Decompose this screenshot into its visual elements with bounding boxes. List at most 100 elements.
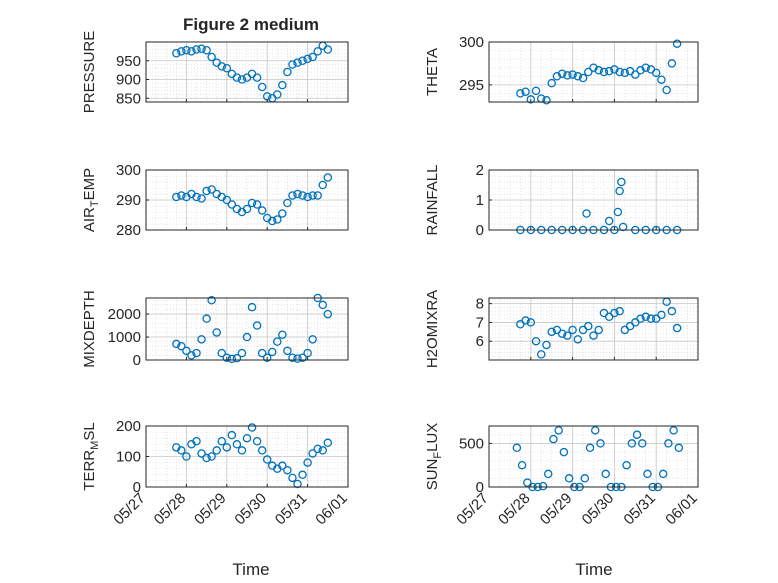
data-point: [538, 481, 548, 491]
data-point: [252, 321, 262, 330]
data-point: [646, 314, 656, 323]
data-point: [187, 351, 196, 360]
data-point: [521, 316, 530, 325]
data-point: [641, 63, 651, 72]
y-tick-label: 0: [133, 479, 141, 496]
data-point: [613, 207, 623, 217]
data-point: [207, 52, 216, 62]
data-point: [323, 309, 333, 319]
data-point: [232, 353, 242, 363]
data-point: [559, 447, 569, 457]
data-point: [247, 423, 257, 432]
data-point: [672, 323, 682, 333]
data-point: [283, 465, 292, 475]
data-point: [207, 185, 216, 194]
data-point: [674, 443, 684, 453]
ylabel: SUNFLUX: [424, 423, 444, 491]
data-point: [197, 194, 206, 203]
data-point: [222, 195, 232, 205]
data-point: [197, 335, 206, 344]
data-point: [323, 438, 333, 448]
data-point: [192, 45, 201, 54]
data-point: [589, 331, 598, 340]
data-point: [601, 469, 610, 479]
data-point: [632, 430, 642, 439]
data-point: [232, 73, 242, 82]
data-point: [662, 85, 671, 95]
data-point: [273, 337, 282, 346]
data-point: [257, 206, 267, 215]
data-point: [232, 440, 242, 449]
data-point: [664, 439, 673, 448]
data-point: [237, 75, 247, 84]
data-point: [197, 449, 206, 458]
data-point: [222, 64, 232, 73]
data-point: [542, 340, 551, 350]
data-point: [590, 426, 600, 435]
data-point: [247, 198, 257, 208]
data-point: [192, 348, 201, 358]
data-point: [596, 439, 605, 448]
ylabel: TERRMSL: [81, 422, 101, 490]
data-point: [267, 216, 277, 226]
xlabel-right: Time: [575, 560, 612, 579]
data-point: [217, 436, 226, 446]
data-point: [177, 191, 186, 200]
data-point: [273, 215, 282, 224]
ylabel: THETA: [424, 48, 441, 96]
y-tick-label: 900: [116, 72, 141, 89]
data-point: [267, 347, 277, 357]
data-point: [298, 191, 307, 200]
data-point: [552, 72, 562, 81]
data-point: [638, 439, 647, 448]
data-point: [318, 180, 327, 190]
data-point: [227, 200, 237, 209]
data-point: [657, 75, 666, 84]
data-point: [293, 479, 302, 489]
data-point: [313, 47, 322, 56]
data-point: [627, 439, 637, 448]
data-point: [242, 332, 252, 342]
data-point: [252, 436, 262, 446]
data-point: [288, 473, 297, 483]
data-point: [594, 325, 603, 335]
y-tick-label: 2000: [108, 306, 141, 323]
subplot-rainfall: 0 1 2 RAINFALL: [424, 162, 699, 239]
data-point: [564, 474, 574, 483]
y-tick-label: 0: [476, 479, 484, 496]
data-point: [658, 469, 668, 479]
data-point: [278, 209, 287, 218]
data-point: [585, 443, 595, 453]
data-point: [568, 70, 577, 79]
data-point: [308, 449, 317, 458]
data-point: [202, 46, 211, 55]
data-point: [557, 329, 567, 338]
y-tick-label: 300: [459, 34, 484, 51]
data-point: [303, 348, 312, 358]
data-point: [323, 45, 333, 54]
data-point: [547, 78, 556, 88]
data-point: [283, 198, 292, 208]
data-point: [207, 296, 216, 305]
data-point: [187, 47, 196, 56]
data-point: [217, 348, 226, 358]
data-point: [641, 312, 651, 322]
data-point: [303, 192, 312, 202]
subplot-h2omixra: 6 78 H2OMIXRA: [424, 290, 699, 368]
axes-frame: [145, 41, 349, 103]
data-point: [547, 327, 556, 337]
figure-title: Figure 2 medium: [183, 15, 319, 34]
ylabel: H2OMIXRA: [424, 290, 441, 368]
data-point: [298, 470, 307, 480]
y-tick-label: 6: [476, 333, 484, 350]
data-point: [631, 70, 640, 79]
data-point: [172, 192, 181, 202]
data-point: [526, 318, 536, 327]
data-point: [615, 67, 624, 77]
data-point: [604, 216, 614, 226]
data-point: [615, 306, 624, 316]
ylabel: AIRTEMP: [81, 168, 101, 232]
data-point: [192, 436, 201, 446]
